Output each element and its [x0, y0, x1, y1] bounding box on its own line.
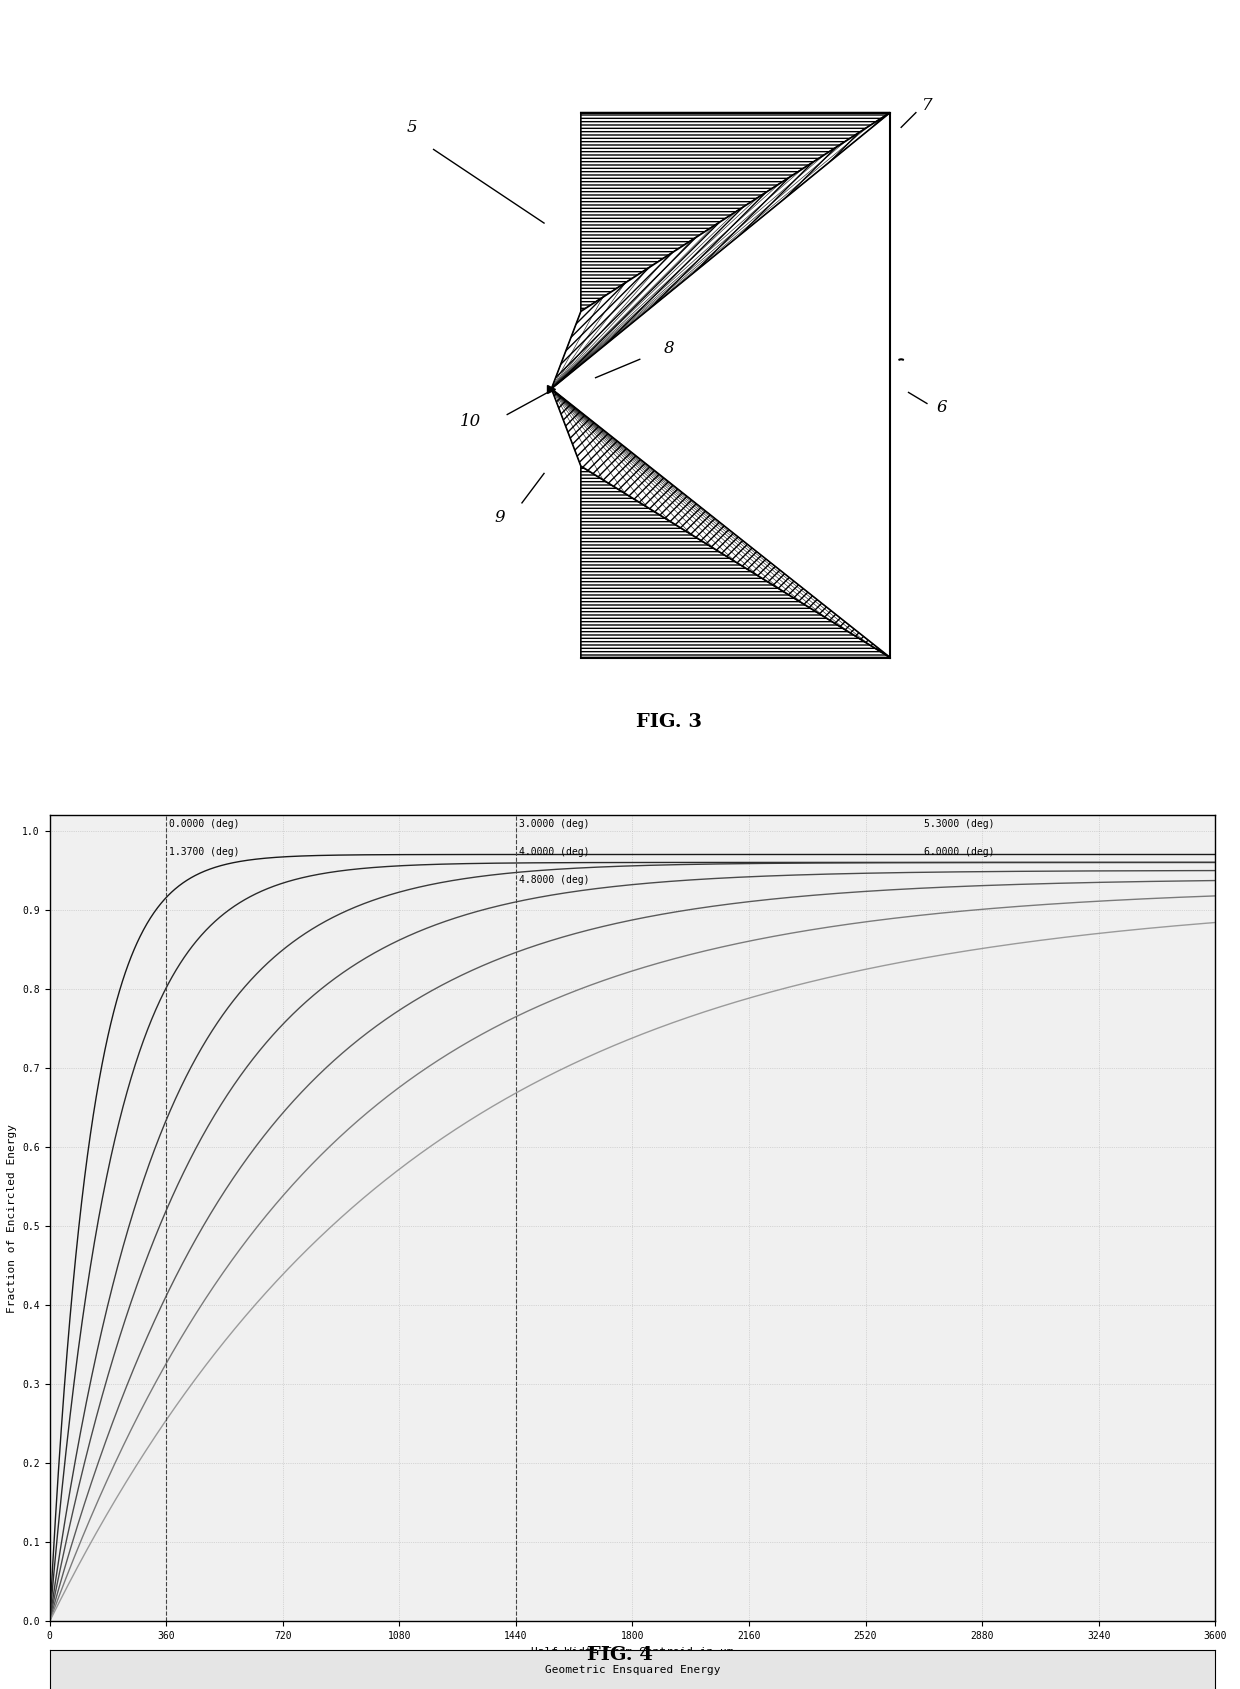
- Text: 3.0000 (deg): 3.0000 (deg): [520, 819, 589, 829]
- Text: 9: 9: [495, 508, 505, 525]
- Text: 6.0000 (deg): 6.0000 (deg): [924, 848, 994, 858]
- Polygon shape: [580, 466, 890, 657]
- Polygon shape: [580, 113, 890, 311]
- Y-axis label: Fraction of Encircled Energy: Fraction of Encircled Energy: [6, 1123, 16, 1312]
- Text: 6: 6: [936, 399, 947, 415]
- Text: 1.3700 (deg): 1.3700 (deg): [170, 848, 239, 858]
- Text: 7: 7: [921, 96, 932, 113]
- Polygon shape: [552, 388, 890, 657]
- Text: 5.3000 (deg): 5.3000 (deg): [924, 819, 994, 829]
- Text: 4.8000 (deg): 4.8000 (deg): [520, 875, 589, 885]
- Text: FIG. 4: FIG. 4: [587, 1645, 653, 1664]
- Text: 5: 5: [407, 118, 417, 135]
- Text: 8: 8: [663, 339, 675, 356]
- X-axis label: Half Width From Centroid in μm: Half Width From Centroid in μm: [531, 1647, 734, 1657]
- Text: 10: 10: [460, 414, 481, 431]
- Text: FIG. 3: FIG. 3: [636, 713, 702, 731]
- Text: 4.0000 (deg): 4.0000 (deg): [520, 848, 589, 858]
- Polygon shape: [552, 113, 890, 388]
- Text: 0.0000 (deg): 0.0000 (deg): [170, 819, 239, 829]
